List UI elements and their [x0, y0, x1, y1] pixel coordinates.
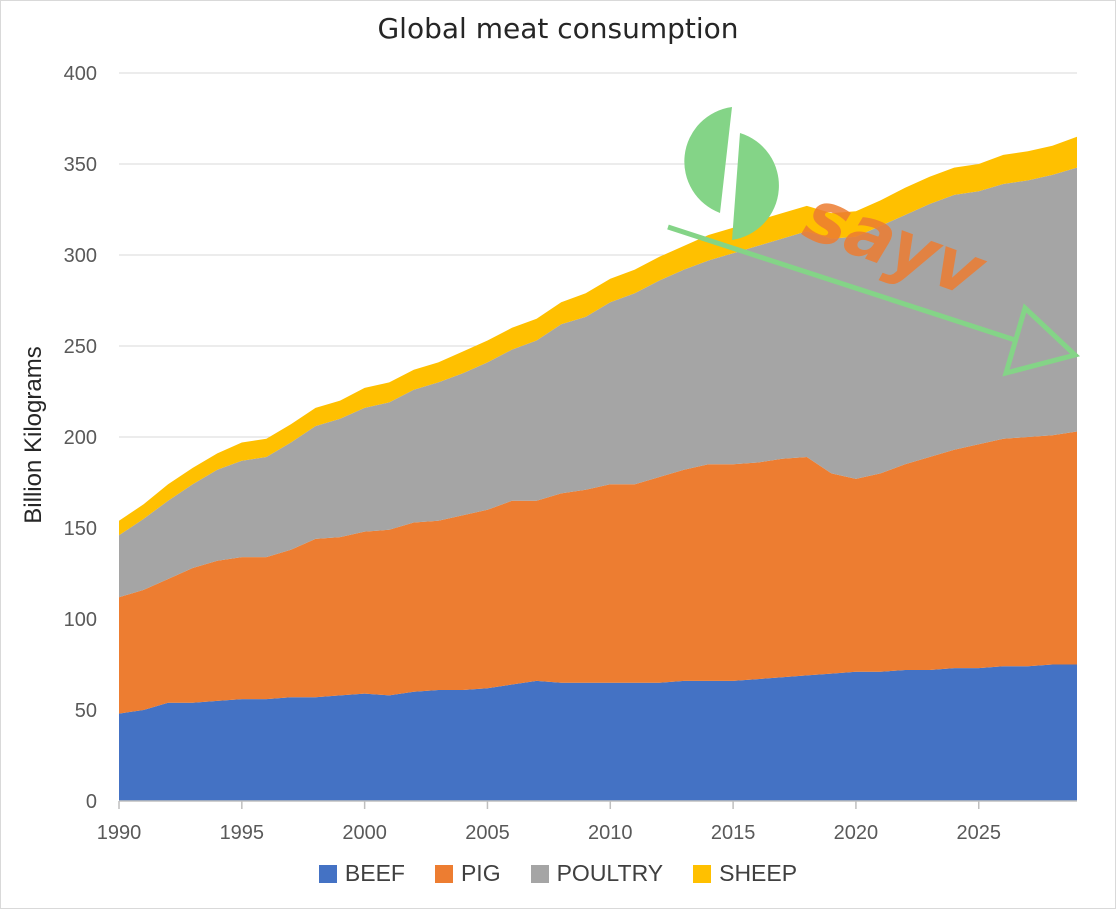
legend-swatch	[693, 864, 712, 883]
x-tick-label: 2000	[342, 822, 387, 844]
legend-item-pig: PIG	[434, 860, 501, 887]
split-circle-logo-icon-right	[732, 133, 779, 240]
trend-down-arrow-icon	[667, 224, 1016, 343]
x-tick-label: 2010	[588, 822, 633, 844]
x-tick-label: 1995	[220, 822, 265, 844]
x-tick-label: 2005	[465, 822, 510, 844]
x-tick-label: 2015	[711, 822, 756, 844]
legend-swatch	[434, 864, 453, 883]
arrow-head	[1002, 303, 1081, 377]
x-tick-label: 1990	[97, 822, 142, 844]
y-tick-label: 400	[64, 63, 97, 85]
y-tick-label: 100	[64, 609, 97, 631]
legend-item-sheep: SHEEP	[693, 860, 797, 887]
legend-label: PIG	[460, 860, 501, 886]
chart-title: Global meat consumption	[377, 12, 739, 45]
legend-label: SHEEP	[719, 860, 798, 886]
legend-item-poultry: POULTRY	[530, 860, 664, 887]
x-tick-label: 2020	[834, 822, 879, 844]
y-tick-label: 0	[86, 791, 97, 813]
area-pig	[119, 431, 1077, 714]
legend-item-beef: BEEF	[318, 860, 405, 887]
y-tick-label: 350	[64, 154, 97, 176]
y-tick-label: 250	[64, 336, 97, 358]
y-tick-label: 50	[75, 700, 97, 722]
y-tick-label: 200	[64, 427, 97, 449]
x-axis	[118, 800, 1077, 809]
legend-label: BEEF	[344, 860, 405, 886]
legend: BEEF PIG POULTRY SHEEP	[0, 860, 1116, 887]
y-tick-label: 150	[64, 518, 97, 540]
area-sheep	[119, 136, 1077, 536]
stacked-areas	[119, 136, 1077, 801]
y-tick-label: 300	[64, 245, 97, 267]
legend-swatch	[318, 864, 337, 883]
area-beef	[119, 664, 1077, 801]
tick-labels: 0 50 100 150 200 250 300 350 400 1990 1995 2000 2005…	[64, 63, 1001, 844]
split-circle-logo-icon	[684, 107, 732, 213]
x-tick-label: 2025	[956, 822, 1001, 844]
legend-label: POULTRY	[556, 860, 664, 886]
legend-swatch	[530, 864, 549, 883]
area-poultry	[119, 167, 1077, 598]
